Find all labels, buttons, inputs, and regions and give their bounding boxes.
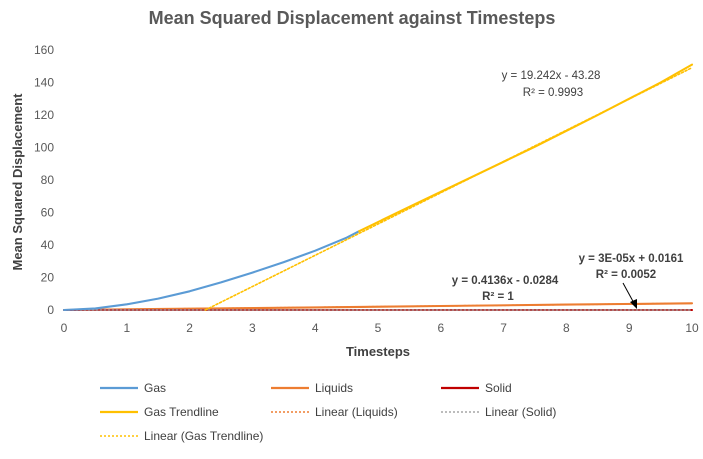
- legend-label: Linear (Solid): [485, 405, 556, 419]
- solid-trendline-r2: R² = 0.0052: [596, 269, 656, 281]
- y-tick-label: 140: [34, 76, 54, 90]
- x-tick-label: 2: [186, 321, 193, 335]
- x-tick-label: 0: [61, 321, 68, 335]
- legend-item-gas: Gas: [100, 381, 166, 395]
- x-tick-label: 5: [375, 321, 382, 335]
- legend-label: Liquids: [315, 381, 353, 395]
- chart-title: Mean Squared Displacement against Timest…: [149, 8, 556, 28]
- legend-label: Gas: [144, 381, 166, 395]
- y-tick-label: 120: [34, 108, 54, 122]
- legend-item-liquids: Liquids: [271, 381, 353, 395]
- solid-trendline-equation: y = 3E-05x + 0.0161: [579, 253, 684, 265]
- y-axis-title: Mean Squared Displacement: [10, 93, 25, 271]
- plot-area: [62, 63, 694, 312]
- x-tick-label: 4: [312, 321, 319, 335]
- x-tick-label: 10: [685, 321, 699, 335]
- y-tick-label: 40: [41, 238, 55, 252]
- y-tick-label: 100: [34, 141, 54, 155]
- series-line-gas: [62, 230, 361, 312]
- legend-label: Gas Trendline: [144, 405, 219, 419]
- x-tick-labels: 0 1 2 3 4 5 6 7 8 9 10: [61, 321, 699, 335]
- legend-item-gas-trendline: Gas Trendline: [100, 405, 219, 419]
- x-tick-label: 1: [123, 321, 130, 335]
- liquids-trendline-r2: R² = 1: [482, 291, 514, 303]
- y-tick-label: 160: [34, 43, 54, 57]
- series-line-linear-liquids: [63, 302, 693, 311]
- x-tick-label: 9: [626, 321, 633, 335]
- legend-label: Solid: [485, 381, 512, 395]
- x-tick-label: 8: [563, 321, 570, 335]
- y-tick-label: 80: [41, 173, 55, 187]
- liquids-trendline-equation: y = 0.4136x - 0.0284: [452, 275, 559, 287]
- legend-item-linear-liquids: Linear (Liquids): [271, 405, 398, 419]
- x-axis-title: Timesteps: [346, 344, 410, 359]
- series-line-gas-trendline: [358, 63, 694, 233]
- y-tick-label: 20: [41, 271, 55, 285]
- gas-trendline-equation: y = 19.242x - 43.28: [502, 70, 601, 82]
- solid-equation-arrow: [622, 282, 637, 309]
- y-tick-label: 0: [47, 303, 54, 317]
- x-tick-label: 6: [437, 321, 444, 335]
- x-tick-label: 3: [249, 321, 256, 335]
- x-tick-label: 7: [500, 321, 507, 335]
- y-tick-labels: 0 20 40 60 80 100 120 140 160: [34, 43, 54, 317]
- y-tick-label: 60: [41, 206, 55, 220]
- legend-label: Linear (Liquids): [315, 405, 398, 419]
- legend-label: Linear (Gas Trendline): [144, 429, 263, 443]
- legend-item-solid: Solid: [441, 381, 512, 395]
- gas-trendline-r2: R² = 0.9993: [523, 87, 583, 99]
- legend: Gas Liquids Solid Gas Trendline Linear (Liqu…: [100, 381, 556, 443]
- legend-item-linear-gas-trendline: Linear (Gas Trendline): [100, 429, 263, 443]
- legend-item-linear-solid: Linear (Solid): [441, 405, 556, 419]
